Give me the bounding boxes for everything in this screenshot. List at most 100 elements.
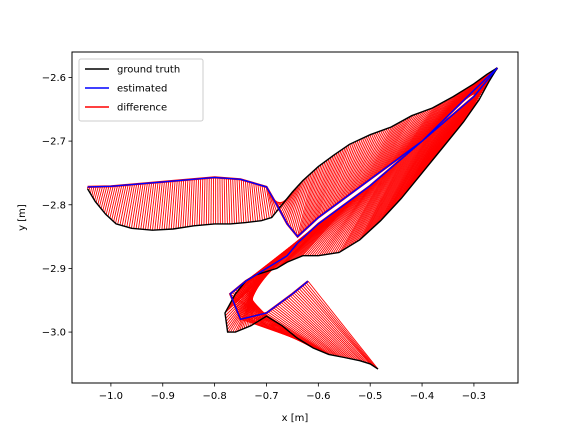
difference-line <box>271 308 334 356</box>
x-tick-label: −0.3 <box>462 391 486 402</box>
difference-line <box>420 92 460 143</box>
plot-area-frame <box>71 51 519 384</box>
difference-line <box>103 186 112 213</box>
difference-line <box>276 304 340 357</box>
difference-line <box>324 147 346 213</box>
difference-line <box>208 177 210 225</box>
difference-line <box>377 144 419 224</box>
difference-line <box>182 179 187 228</box>
difference-line <box>286 183 301 224</box>
difference-line <box>347 167 393 248</box>
difference-line <box>287 181 303 226</box>
difference-line <box>400 106 436 158</box>
difference-line <box>334 141 357 206</box>
difference-line <box>337 139 361 204</box>
difference-line <box>393 130 435 207</box>
difference-line <box>265 186 273 218</box>
difference-line <box>391 132 433 209</box>
difference-line <box>418 94 458 144</box>
difference-line <box>267 188 274 216</box>
difference-line <box>323 148 344 214</box>
difference-line <box>287 296 354 360</box>
difference-line <box>130 183 140 229</box>
difference-line <box>387 112 421 167</box>
difference-line <box>175 180 180 229</box>
difference-line <box>251 182 256 222</box>
difference-line <box>365 153 408 234</box>
difference-line <box>91 186 95 196</box>
difference-line <box>299 197 355 258</box>
difference-line <box>115 185 125 224</box>
difference-line <box>105 186 114 215</box>
difference-line <box>281 190 294 215</box>
difference-line <box>147 182 155 230</box>
difference-line <box>227 178 231 224</box>
difference-line <box>348 133 375 195</box>
difference-line <box>398 107 434 159</box>
difference-line <box>357 129 386 189</box>
difference-line <box>289 295 357 361</box>
difference-line <box>255 183 261 221</box>
difference-line <box>285 185 299 222</box>
difference-line <box>330 143 352 209</box>
difference-line <box>378 117 410 174</box>
x-tick-label: −1.0 <box>99 391 123 402</box>
difference-line <box>407 101 445 152</box>
y-tick-label: −2.9 <box>42 264 66 275</box>
difference-line <box>242 180 247 223</box>
difference-line <box>389 133 431 211</box>
difference-line <box>166 181 172 230</box>
difference-line <box>201 178 204 226</box>
difference-line <box>221 177 224 224</box>
difference-line <box>412 97 451 148</box>
difference-line <box>191 179 195 227</box>
difference-line <box>371 148 414 229</box>
difference-line <box>360 158 403 240</box>
difference-line <box>317 152 338 218</box>
difference-line <box>100 186 108 209</box>
ground-truth-line <box>87 67 498 370</box>
difference-line <box>302 166 320 233</box>
difference-line <box>382 139 424 219</box>
difference-line <box>117 184 127 225</box>
difference-line <box>187 179 191 227</box>
difference-line <box>337 174 384 253</box>
difference-line <box>413 112 456 183</box>
difference-line <box>379 115 412 173</box>
difference-line <box>367 124 397 182</box>
difference-line <box>361 127 390 186</box>
difference-line <box>137 183 146 230</box>
difference-line <box>416 95 456 146</box>
difference-line <box>282 189 296 218</box>
difference-line <box>109 185 118 219</box>
difference-line <box>291 293 359 361</box>
difference-line <box>284 187 298 220</box>
difference-line <box>156 181 163 230</box>
difference-line <box>320 185 371 256</box>
difference-line <box>291 202 348 261</box>
difference-line <box>280 301 345 358</box>
difference-line <box>121 184 131 226</box>
difference-line <box>359 128 388 187</box>
difference-line <box>312 157 332 223</box>
difference-line <box>388 135 429 213</box>
difference-line <box>280 192 292 213</box>
difference-line <box>99 186 106 207</box>
difference-line <box>394 109 430 162</box>
difference-line <box>284 299 350 359</box>
difference-line <box>398 126 440 202</box>
difference-line <box>403 103 441 155</box>
difference-line <box>265 312 327 354</box>
difference-line <box>300 286 370 365</box>
difference-line <box>321 149 342 216</box>
difference-line <box>302 285 373 366</box>
difference-line <box>395 129 436 205</box>
difference-line <box>295 172 312 235</box>
difference-line <box>341 171 387 251</box>
difference-line <box>278 303 343 358</box>
y-axis-ticks: −2.6 −2.7 −2.8 −2.9 −3.0 <box>42 73 72 339</box>
difference-line <box>273 307 336 357</box>
difference-line <box>249 181 254 222</box>
difference-line <box>293 201 349 260</box>
